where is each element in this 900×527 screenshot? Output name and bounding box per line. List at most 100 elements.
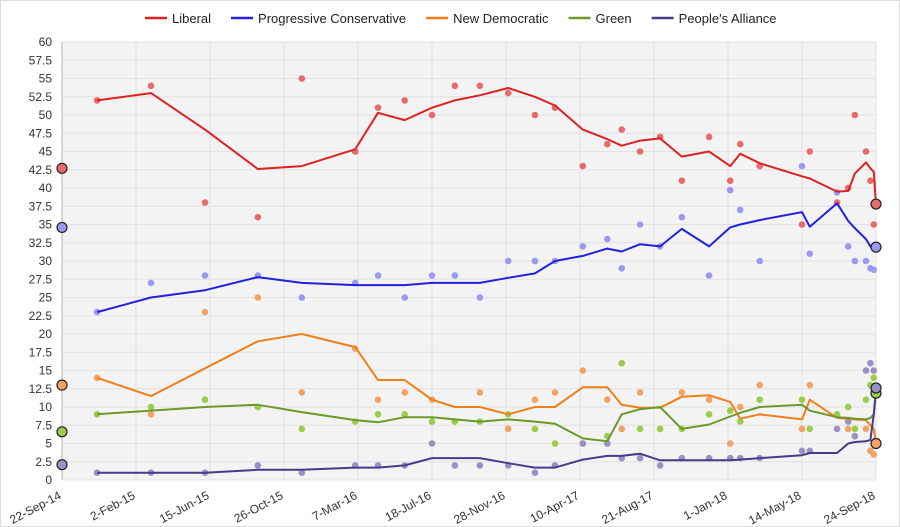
- y-tick-label: 37.5: [29, 199, 53, 213]
- poll-dot-1: [579, 243, 587, 250]
- poll-dot-2: [93, 374, 101, 382]
- election-markers: [56, 162, 882, 471]
- poll-dot-0: [705, 133, 713, 141]
- poll-dot-3: [705, 411, 713, 418]
- poll-dot-2: [870, 451, 878, 458]
- poll-dot-3: [736, 418, 744, 425]
- y-tick-label: 45: [39, 145, 53, 159]
- poll-dot-1: [736, 206, 744, 214]
- legend-label-2: New Democratic: [453, 11, 549, 26]
- poll-dot-1: [298, 294, 306, 301]
- y-tick-label: 40: [39, 181, 53, 195]
- poll-dot-1: [870, 266, 878, 274]
- poll-dot-3: [147, 403, 155, 411]
- poll-dot-0: [579, 162, 587, 170]
- poll-dot-1: [428, 272, 436, 279]
- poll-dot-2: [756, 381, 764, 389]
- poll-dot-2: [798, 425, 806, 433]
- poll-dot-4: [636, 454, 644, 462]
- poll-dot-4: [867, 359, 874, 367]
- poll-dot-3: [531, 425, 539, 433]
- poll-dot-1: [504, 257, 512, 265]
- y-tick-label: 10: [39, 400, 53, 414]
- poll-dot-1: [476, 294, 484, 301]
- poll-dot-3: [374, 411, 382, 418]
- poll-dot-4: [579, 440, 587, 447]
- y-tick-label: 12.5: [29, 382, 53, 396]
- poll-dot-1: [862, 257, 870, 265]
- election-2014-marker-3: [56, 426, 68, 438]
- poll-dot-1: [401, 294, 409, 301]
- poll-dot-0: [603, 140, 611, 148]
- poll-dot-3: [201, 396, 209, 404]
- poll-dot-2: [862, 425, 870, 433]
- poll-dot-3: [844, 403, 852, 411]
- poll-dot-3: [806, 425, 814, 433]
- poll-dot-0: [806, 148, 814, 155]
- poll-dot-4: [451, 462, 459, 469]
- poll-dot-1: [531, 257, 539, 265]
- trend-line-0: [96, 87, 877, 205]
- election-2018-marker-1: [870, 241, 882, 253]
- y-tick-label: 35: [39, 218, 53, 232]
- poll-dot-4: [844, 418, 852, 425]
- poll-dot-2: [806, 381, 814, 389]
- poll-dot-4: [476, 462, 484, 469]
- trend-line-3: [97, 393, 877, 443]
- poll-dot-3: [656, 425, 664, 433]
- poll-dot-2: [844, 425, 852, 433]
- poll-dot-1: [451, 272, 459, 279]
- poll-dot-3: [428, 418, 436, 425]
- poll-dot-2: [736, 403, 744, 411]
- y-tick-label: 50: [39, 108, 53, 122]
- poll-dot-2: [603, 396, 611, 404]
- poll-dot-4: [862, 367, 870, 374]
- poll-dot-0: [93, 97, 101, 104]
- poll-dot-0: [201, 199, 209, 206]
- poll-dot-0: [531, 111, 539, 119]
- poll-dot-4: [798, 447, 806, 455]
- poll-dot-1: [147, 279, 155, 287]
- poll-dot-0: [736, 140, 744, 148]
- poll-dot-1: [806, 250, 814, 257]
- poll-dot-0: [862, 148, 870, 155]
- poll-dot-1: [93, 308, 101, 316]
- poll-dot-1: [726, 186, 734, 194]
- poll-dot-2: [476, 389, 484, 396]
- poll-dot-0: [476, 82, 484, 90]
- poll-dot-3: [401, 411, 409, 418]
- poll-dot-0: [870, 221, 878, 228]
- poll-dot-3: [551, 440, 559, 447]
- poll-dot-2: [374, 396, 382, 404]
- legend-label-3: Green: [596, 11, 632, 26]
- poll-dot-2: [531, 396, 539, 404]
- y-tick-label: 0: [45, 473, 52, 487]
- poll-dot-2: [298, 389, 306, 396]
- poll-dot-3: [756, 396, 764, 404]
- trend-line-1: [96, 202, 877, 314]
- gridlines: [61, 41, 877, 481]
- poll-dot-1: [618, 265, 626, 272]
- y-axis: 02.557.51012.51517.52022.52527.53032.535…: [29, 35, 63, 487]
- poll-dot-3: [870, 374, 878, 382]
- legend-label-4: People's Alliance: [679, 11, 777, 26]
- poll-dot-0: [298, 75, 306, 82]
- poll-dot-0: [726, 177, 734, 184]
- poll-dot-2: [618, 425, 626, 433]
- poll-dot-4: [851, 432, 859, 440]
- poll-dot-0: [851, 111, 859, 119]
- poll-dot-3: [726, 407, 734, 414]
- poll-dot-0: [867, 177, 874, 184]
- poll-dot-0: [636, 148, 644, 155]
- poll-dot-4: [870, 367, 878, 374]
- poll-dot-2: [551, 389, 559, 396]
- poll-dot-1: [374, 272, 382, 279]
- election-2014-marker-2: [56, 379, 68, 391]
- poll-dot-0: [451, 82, 459, 90]
- legend: Liberal Progressive Conservative New Democ…: [145, 11, 777, 26]
- poll-dot-3: [862, 396, 870, 404]
- poll-dot-4: [833, 425, 841, 433]
- poll-dot-0: [254, 213, 262, 221]
